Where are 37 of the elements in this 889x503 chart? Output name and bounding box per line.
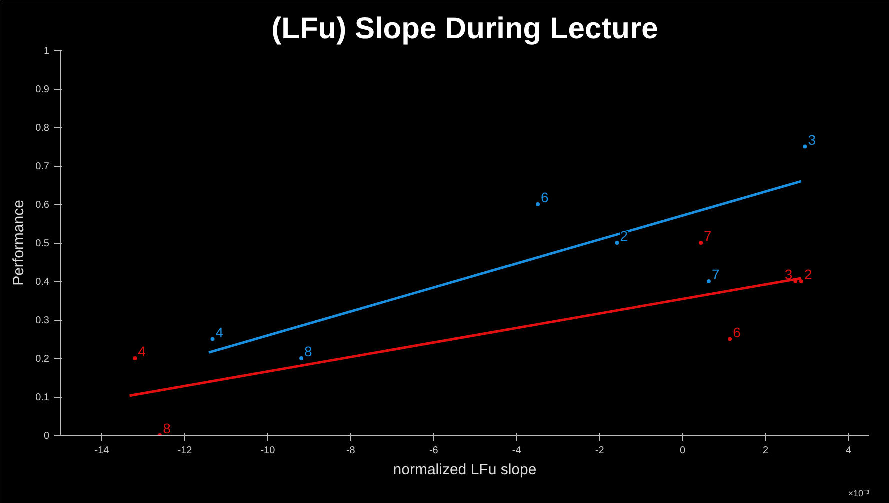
x-tick-label: -14	[94, 446, 110, 456]
annotation: 3	[784, 266, 793, 282]
annotation: 6	[541, 190, 550, 206]
annotation: 2	[620, 228, 628, 244]
y-tick-label: 0.8	[36, 123, 50, 134]
annotation: 4	[216, 324, 224, 340]
x-tick-label: -4	[512, 446, 522, 456]
y-tick-label: 0.3	[36, 316, 50, 326]
x-tick-label: -12	[178, 446, 193, 456]
y-tick-label: 0.7	[36, 162, 50, 172]
chart-title: (LFu) Slope During Lecture	[272, 12, 658, 46]
annotation: 2	[804, 266, 812, 282]
y-tick-label: 0.6	[36, 200, 50, 211]
x-tick-label: 2	[763, 446, 769, 456]
x-tick-label: 0	[680, 446, 686, 456]
x-tick-label: 4	[846, 446, 852, 456]
annotation: 6	[733, 324, 742, 340]
annotation: 4	[138, 344, 146, 360]
annotation: 8	[163, 420, 172, 436]
y-tick-label: 1	[44, 46, 50, 57]
annotation: 7	[704, 228, 712, 244]
x-axis-title: normalized LFu slope	[393, 462, 537, 478]
y-tick-label: 0.1	[36, 392, 50, 404]
y-tick-label: 0.5	[36, 238, 50, 250]
annotation: 3	[808, 132, 816, 148]
annotation: 8	[304, 344, 313, 360]
y-axis-title: Performance	[10, 200, 28, 286]
annotation: 7	[712, 266, 720, 282]
y-tick-label: 0.2	[36, 354, 50, 365]
x-tick-label: -6	[429, 446, 439, 456]
x-tick-label: -10	[260, 446, 276, 456]
x-tick-label: -8	[346, 446, 356, 456]
y-tick-label: 0.4	[36, 277, 50, 288]
text: ×10⁻³	[848, 488, 870, 498]
y-tick-label: 0.9	[36, 84, 50, 96]
y-tick-label: 0	[44, 431, 50, 442]
x-tick-label: -2	[595, 446, 605, 456]
